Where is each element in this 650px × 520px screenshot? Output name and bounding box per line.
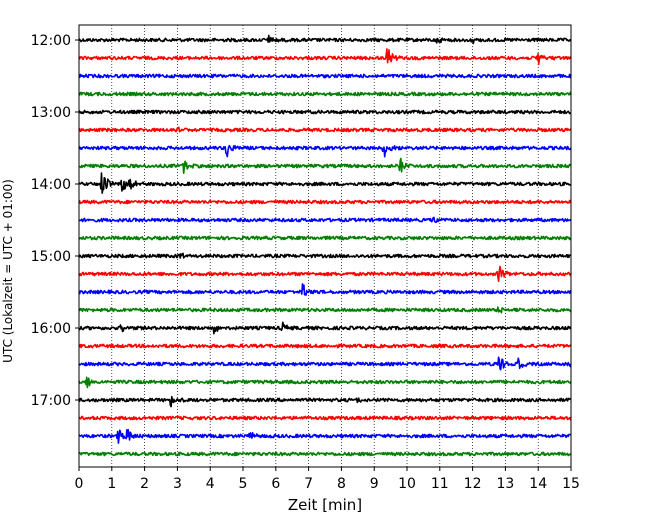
- trace-1615: [78, 343, 572, 349]
- trace-1300: [78, 109, 572, 115]
- y-tick-label: 13:00: [31, 105, 71, 121]
- x-tick-label: 6: [271, 476, 280, 492]
- trace-1415: [78, 199, 572, 205]
- x-tick-label: 0: [75, 476, 84, 492]
- trace-1215: [78, 48, 572, 66]
- trace-1400: [78, 172, 572, 194]
- trace-1700: [78, 395, 572, 408]
- trace-1445: [78, 235, 572, 241]
- x-tick-label: 1: [107, 476, 116, 492]
- trace-1600: [78, 321, 572, 335]
- x-tick-label: 7: [304, 476, 313, 492]
- x-tick-label: 2: [140, 476, 149, 492]
- y-tick-label: 15:00: [31, 249, 71, 265]
- x-tick-label: 14: [529, 476, 547, 492]
- trace-1430: [78, 216, 572, 223]
- trace-1315: [78, 126, 572, 133]
- trace-1330: [78, 144, 572, 158]
- x-tick-label: 9: [370, 476, 379, 492]
- x-tick-label: 4: [206, 476, 215, 492]
- x-tick-label: 10: [398, 476, 416, 492]
- trace-1745: [78, 451, 572, 457]
- trace-1515: [78, 265, 572, 283]
- trace-series: [78, 34, 572, 457]
- x-tick-label: 11: [431, 476, 449, 492]
- y-tick-label: 12:00: [31, 33, 71, 49]
- x-tick-label: 5: [239, 476, 248, 492]
- y-tick-label: 17:00: [31, 393, 71, 409]
- x-tick-label: 13: [496, 476, 514, 492]
- x-tick-label: 3: [173, 476, 182, 492]
- trace-1530: [78, 283, 572, 296]
- trace-1245: [78, 91, 572, 97]
- trace-1200: [78, 34, 572, 45]
- x-tick-label: 15: [562, 476, 580, 492]
- x-axis-ticks: 0 1 2 3 4 5 6 7 8 9 10 11 12 13 14 15: [75, 467, 580, 492]
- trace-1345: [78, 157, 572, 174]
- x-axis-title: Zeit [min]: [288, 496, 362, 514]
- trace-1730: [78, 428, 572, 444]
- x-tick-label: 12: [464, 476, 482, 492]
- trace-1715: [78, 415, 572, 421]
- trace-1545: [78, 306, 572, 314]
- y-axis-ticks: 12:00 13:00 14:00 15:00 16:00 17:00: [31, 33, 79, 409]
- y-tick-label: 16:00: [31, 321, 71, 337]
- trace-1630: [78, 356, 572, 371]
- plot-frame: [78, 24, 572, 468]
- trace-1230: [78, 73, 572, 79]
- y-tick-label: 14:00: [31, 177, 71, 193]
- trace-1645: [78, 376, 572, 389]
- x-tick-label: 8: [337, 476, 346, 492]
- y-axis-title: UTC (Lokalzeit = UTC + 01:00): [1, 179, 15, 363]
- trace-1500: [78, 252, 572, 259]
